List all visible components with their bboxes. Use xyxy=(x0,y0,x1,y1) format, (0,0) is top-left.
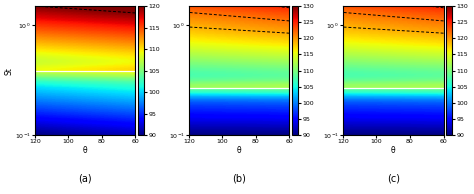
X-axis label: θ: θ xyxy=(391,146,395,155)
X-axis label: θ: θ xyxy=(237,146,241,155)
Text: (c): (c) xyxy=(387,174,400,184)
X-axis label: θ: θ xyxy=(83,146,87,155)
Y-axis label: St: St xyxy=(4,67,13,74)
Text: (b): (b) xyxy=(232,174,246,184)
Text: (a): (a) xyxy=(78,174,92,184)
